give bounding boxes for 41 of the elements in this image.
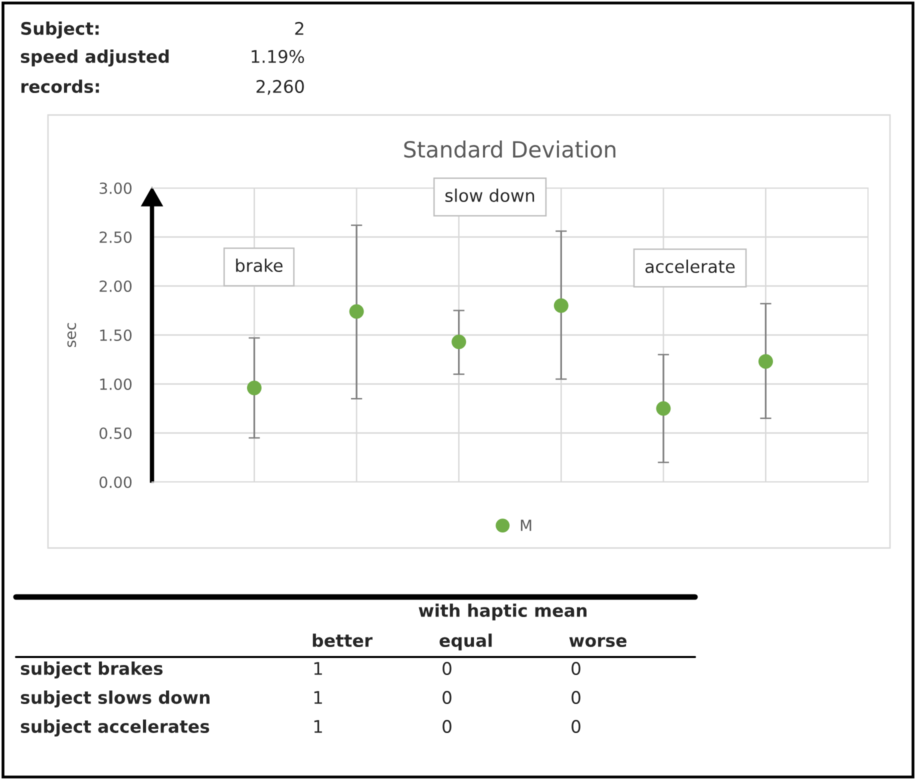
text: subject slows down: [20, 690, 210, 708]
text: 0: [442, 662, 452, 676]
annotation: accelerate: [645, 260, 735, 274]
text: 1: [314, 662, 322, 675]
point: [452, 334, 466, 350]
legend-label: M: [520, 520, 532, 531]
annotation: slow down: [445, 188, 534, 202]
point: [349, 304, 364, 319]
text: worse: [569, 637, 626, 648]
text: with haptic mean: [418, 604, 587, 620]
text: 0: [442, 690, 452, 704]
text: 0: [572, 662, 580, 676]
y-tick-label: 3.00: [100, 182, 132, 194]
y-tick-label: 0.50: [100, 427, 132, 440]
y-tick-label: 2.50: [100, 231, 132, 244]
point: [758, 354, 773, 369]
text: 0: [442, 720, 452, 734]
text: 2,260: [256, 80, 304, 95]
text: Subject:: [21, 22, 99, 38]
y-tick-label: 1.50: [100, 329, 132, 342]
y-tick-label: 1.00: [100, 378, 132, 390]
text: 1: [314, 691, 322, 704]
point: [247, 380, 262, 396]
text: 1.19%: [252, 50, 304, 64]
y-tick-label: 0.00: [100, 476, 132, 488]
text: better: [312, 634, 373, 648]
point: [554, 298, 568, 313]
y-axis-title: sec: [67, 323, 76, 348]
point: [656, 401, 671, 416]
text: subject accelerates: [20, 720, 210, 736]
chart-title: Standard Deviation: [404, 140, 616, 158]
text: 0: [572, 720, 580, 734]
y-tick-label: 2.00: [100, 280, 132, 292]
text: subject brakes: [20, 662, 163, 678]
text: 2: [295, 22, 304, 35]
text: equal: [440, 634, 492, 650]
text: 1: [314, 720, 322, 733]
text: 0: [572, 690, 580, 704]
text: records:: [21, 80, 99, 94]
text: speed adjusted: [20, 50, 169, 66]
annotation: brake: [236, 258, 283, 272]
